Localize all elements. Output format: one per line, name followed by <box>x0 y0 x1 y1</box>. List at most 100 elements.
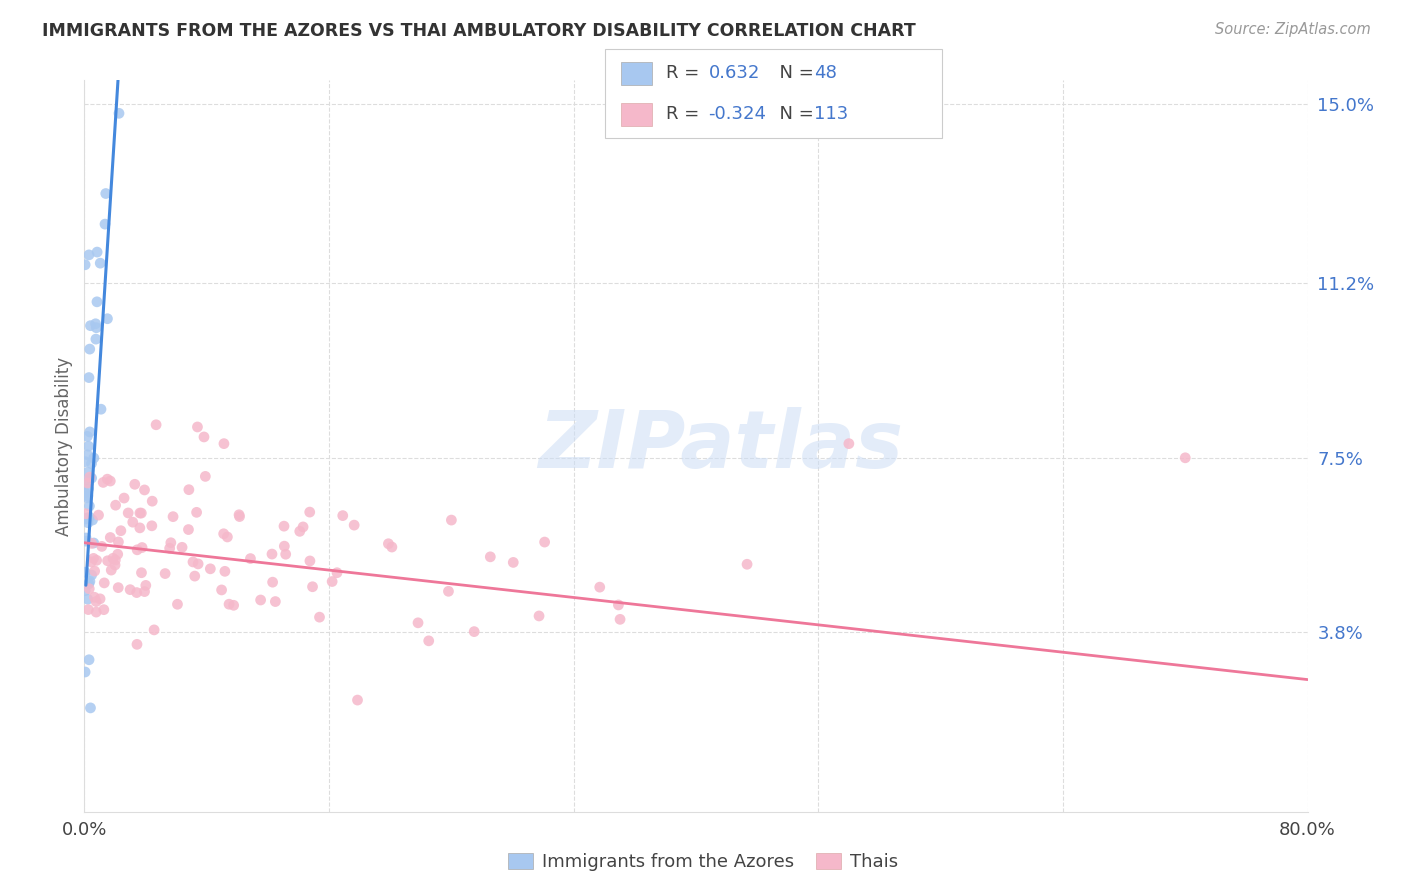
Point <box>200 562 222 576</box>
Point <box>75 531 97 545</box>
Point <box>181 555 204 569</box>
Point <box>86 294 108 309</box>
Point <box>141 494 163 508</box>
Point <box>228 509 250 524</box>
Point <box>1174 450 1197 465</box>
Point <box>177 523 200 537</box>
Point <box>87 508 110 522</box>
Point <box>75 512 97 526</box>
Point <box>104 553 127 567</box>
Point <box>77 439 100 453</box>
Point <box>218 597 240 611</box>
Point <box>145 417 167 432</box>
Point <box>326 566 349 580</box>
Point <box>120 582 142 597</box>
Point <box>121 515 143 529</box>
Point <box>77 482 100 496</box>
Point <box>94 186 117 201</box>
Point <box>273 539 295 553</box>
Point <box>80 471 103 485</box>
Point <box>589 580 612 594</box>
Y-axis label: Ambulatory Disability: Ambulatory Disability <box>55 357 73 535</box>
Point <box>153 566 176 581</box>
Point <box>125 637 148 651</box>
Text: R =: R = <box>666 105 706 123</box>
Point <box>131 566 153 580</box>
Point <box>298 505 321 519</box>
Point <box>134 483 156 497</box>
Point <box>83 591 105 605</box>
Point <box>77 576 100 591</box>
Text: ZIPatlas: ZIPatlas <box>538 407 903 485</box>
Point <box>75 565 97 579</box>
Point <box>76 429 98 443</box>
Point <box>76 465 98 479</box>
Point <box>187 557 209 571</box>
Point <box>131 541 153 555</box>
Point <box>100 563 122 577</box>
Point <box>346 693 368 707</box>
Point <box>76 448 98 462</box>
Text: Source: ZipAtlas.com: Source: ZipAtlas.com <box>1215 22 1371 37</box>
Point <box>184 569 207 583</box>
Legend: Immigrants from the Azores, Thais: Immigrants from the Azores, Thais <box>501 846 905 879</box>
Point <box>84 332 107 346</box>
Point <box>84 605 107 619</box>
Point <box>112 491 135 505</box>
Point <box>211 582 233 597</box>
Point <box>79 510 101 524</box>
Point <box>607 598 630 612</box>
Point <box>343 518 366 533</box>
Point <box>79 425 101 439</box>
Point <box>129 506 152 520</box>
Point <box>131 506 153 520</box>
Point <box>107 547 129 561</box>
Point <box>75 455 97 469</box>
Point <box>79 574 101 589</box>
Text: N =: N = <box>768 64 820 82</box>
Point <box>93 602 115 616</box>
Text: 0.632: 0.632 <box>709 64 761 82</box>
Point <box>79 470 101 484</box>
Point <box>75 258 97 272</box>
Point <box>117 506 139 520</box>
Point <box>107 535 129 549</box>
Point <box>260 547 283 561</box>
Point <box>288 524 311 539</box>
Point <box>75 507 97 521</box>
Point <box>83 536 105 550</box>
Point <box>479 549 502 564</box>
Point <box>332 508 354 523</box>
Point <box>125 585 148 599</box>
Point <box>75 534 97 549</box>
Point <box>228 508 250 522</box>
Text: N =: N = <box>768 105 820 123</box>
Point <box>162 509 184 524</box>
Text: 48: 48 <box>814 64 837 82</box>
Point <box>160 535 183 549</box>
Point <box>502 556 524 570</box>
Point <box>134 584 156 599</box>
Point <box>79 318 101 333</box>
Point <box>79 342 101 356</box>
Point <box>77 582 100 596</box>
Point <box>437 584 460 599</box>
Point <box>463 624 485 639</box>
Point <box>80 555 103 569</box>
Point <box>239 551 262 566</box>
Point <box>89 591 111 606</box>
Point <box>79 701 101 715</box>
Point <box>96 472 118 486</box>
Point <box>86 245 108 260</box>
Point <box>301 580 323 594</box>
Point <box>77 370 100 384</box>
Point <box>84 317 107 331</box>
Point <box>381 540 404 554</box>
Point <box>76 489 98 503</box>
Point <box>377 537 399 551</box>
Point <box>83 450 105 465</box>
Point <box>194 469 217 483</box>
Point <box>177 483 200 497</box>
Point <box>77 516 100 530</box>
Point <box>128 521 150 535</box>
